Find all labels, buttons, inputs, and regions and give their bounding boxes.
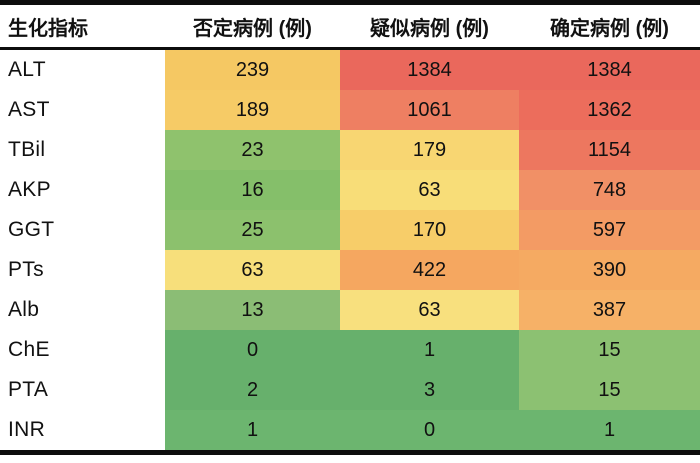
heatmap-cell: 597 [519,210,700,250]
table-row: PTA 2 3 15 [0,370,700,410]
row-label: GGT [0,210,165,250]
heatmap-cell: 15 [519,370,700,410]
table-row: TBil 23 179 1154 [0,130,700,170]
bottom-rule [0,450,700,455]
column-header-suspected-cases: 疑似病例 (例) [370,17,489,40]
heatmap-cell: 1 [165,410,340,450]
heatmap-cell: 1 [340,330,519,370]
heatmap-cell: 179 [340,130,519,170]
row-label: PTA [0,370,165,410]
heatmap-cell: 0 [340,410,519,450]
heatmap-cell: 63 [165,250,340,290]
table-header-row: 生化指标 否定病例 (例) 疑似病例 (例) 确定病例 (例) [0,5,700,47]
top-rule [0,0,700,5]
heatmap-cell: 63 [340,170,519,210]
table-row: PTs 63 422 390 [0,250,700,290]
table-row: GGT 25 170 597 [0,210,700,250]
row-label: Alb [0,290,165,330]
heatmap-cell: 23 [165,130,340,170]
table-row: INR 1 0 1 [0,410,700,450]
heatmap-cell: 239 [165,50,340,90]
heatmap-cell: 1384 [340,50,519,90]
heatmap-cell: 1362 [519,90,700,130]
column-header-confirmed-cases: 确定病例 (例) [550,17,669,40]
heatmap-cell: 1154 [519,130,700,170]
table-row: ALT 239 1384 1384 [0,50,700,90]
heatmap-cell: 170 [340,210,519,250]
heatmap-cell: 1061 [340,90,519,130]
row-label: ALT [0,50,165,90]
table-row: ChE 0 1 15 [0,330,700,370]
heatmap-cell: 3 [340,370,519,410]
column-header-indicator: 生化指标 [0,11,165,41]
table-row: Alb 13 63 387 [0,290,700,330]
heatmap-cell: 189 [165,90,340,130]
table-row: AKP 16 63 748 [0,170,700,210]
row-label: INR [0,410,165,450]
heatmap-cell: 748 [519,170,700,210]
heatmap-cell: 16 [165,170,340,210]
column-header-negative-cases: 否定病例 (例) [193,17,312,40]
heatmap-cell: 387 [519,290,700,330]
heatmap-cell: 1 [519,410,700,450]
row-label: AST [0,90,165,130]
heatmap-cell: 25 [165,210,340,250]
table-row: AST 189 1061 1362 [0,90,700,130]
row-label: AKP [0,170,165,210]
row-label: PTs [0,250,165,290]
heatmap-cell: 2 [165,370,340,410]
heatmap-cell: 1384 [519,50,700,90]
header-rule [0,47,700,50]
heatmap-cell: 0 [165,330,340,370]
heatmap-cell: 390 [519,250,700,290]
heatmap-cell: 15 [519,330,700,370]
heatmap-cell: 63 [340,290,519,330]
row-label: ChE [0,330,165,370]
row-label: TBil [0,130,165,170]
heatmap-cell: 422 [340,250,519,290]
heatmap-cell: 13 [165,290,340,330]
